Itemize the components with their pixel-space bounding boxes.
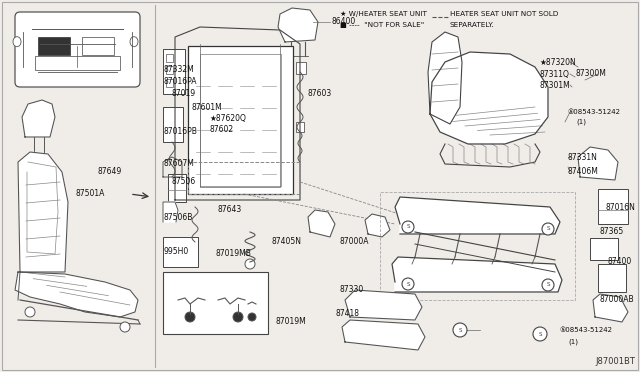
Polygon shape	[345, 290, 422, 320]
Text: ■ ----  "NOT FOR SALE": ■ ---- "NOT FOR SALE"	[340, 22, 424, 28]
Text: 87300M: 87300M	[575, 70, 606, 78]
Text: 87000A: 87000A	[340, 237, 369, 247]
Polygon shape	[278, 8, 318, 42]
Text: (1): (1)	[568, 339, 578, 345]
Text: 995H0: 995H0	[163, 247, 188, 257]
Circle shape	[542, 279, 554, 291]
Polygon shape	[308, 210, 335, 237]
Bar	[168, 174, 186, 202]
Text: 87506: 87506	[171, 177, 195, 186]
Bar	[163, 272, 268, 334]
Polygon shape	[342, 320, 425, 350]
Polygon shape	[18, 152, 68, 272]
Circle shape	[542, 223, 554, 235]
Text: 87331N: 87331N	[568, 153, 598, 161]
Bar	[166, 79, 173, 87]
Text: 87000AB: 87000AB	[600, 295, 635, 305]
Text: SEPARATELY.: SEPARATELY.	[450, 22, 495, 28]
Bar	[163, 237, 198, 267]
Circle shape	[25, 307, 35, 317]
Text: 87301M: 87301M	[540, 80, 571, 90]
Text: HEATER SEAT UNIT NOT SOLD: HEATER SEAT UNIT NOT SOLD	[450, 11, 558, 17]
Text: 87019: 87019	[172, 90, 196, 99]
Polygon shape	[15, 272, 138, 317]
Circle shape	[185, 312, 195, 322]
Text: ⑤08543-51242: ⑤08543-51242	[560, 327, 613, 333]
Polygon shape	[392, 257, 562, 292]
FancyBboxPatch shape	[15, 12, 140, 87]
Text: 87019MB: 87019MB	[215, 250, 251, 259]
Text: ⑤08543-51242: ⑤08543-51242	[568, 109, 621, 115]
Text: (1): (1)	[576, 119, 586, 125]
Polygon shape	[163, 202, 178, 222]
Text: 87601M: 87601M	[192, 103, 223, 112]
Text: 87405N: 87405N	[272, 237, 302, 247]
Circle shape	[120, 322, 130, 332]
Bar	[188, 46, 293, 194]
Bar	[296, 122, 304, 132]
Bar	[166, 66, 173, 74]
Bar	[82, 37, 114, 55]
Bar	[163, 49, 185, 94]
Text: S: S	[458, 327, 461, 333]
Bar	[35, 56, 120, 70]
Circle shape	[533, 327, 547, 341]
Text: 87400: 87400	[608, 257, 632, 266]
Text: ★ W/HEATER SEAT UNIT: ★ W/HEATER SEAT UNIT	[340, 11, 427, 17]
Text: 87016N: 87016N	[606, 202, 636, 212]
Bar	[598, 189, 628, 224]
Circle shape	[453, 323, 467, 337]
Text: 87016PB: 87016PB	[163, 128, 197, 137]
Bar	[38, 37, 70, 55]
Text: J87001BT: J87001BT	[595, 357, 635, 366]
Polygon shape	[395, 197, 560, 234]
Bar	[296, 62, 306, 74]
Text: 87643: 87643	[218, 205, 243, 214]
Text: 87365: 87365	[600, 228, 624, 237]
Text: S: S	[538, 331, 541, 337]
Text: 87019M: 87019M	[275, 317, 306, 327]
Polygon shape	[365, 214, 390, 237]
Circle shape	[233, 312, 243, 322]
Text: ★87320N: ★87320N	[540, 58, 577, 67]
Text: 87016PA: 87016PA	[163, 77, 196, 87]
Text: 86400: 86400	[331, 17, 355, 26]
Text: 87330: 87330	[340, 285, 364, 295]
Polygon shape	[593, 294, 628, 322]
Text: 87603: 87603	[307, 90, 332, 99]
Polygon shape	[430, 52, 548, 144]
Text: 87332M: 87332M	[163, 65, 194, 74]
Ellipse shape	[13, 37, 21, 47]
Text: S: S	[547, 227, 550, 231]
Text: 87406M: 87406M	[568, 167, 599, 176]
Text: S: S	[406, 224, 410, 230]
Text: ★87620Q: ★87620Q	[210, 115, 247, 124]
Text: S: S	[406, 282, 410, 286]
Text: S: S	[547, 282, 550, 288]
Circle shape	[248, 313, 256, 321]
Polygon shape	[428, 32, 462, 124]
Text: 87418: 87418	[335, 310, 359, 318]
Text: 87506B: 87506B	[163, 212, 193, 221]
Bar	[166, 54, 173, 62]
Text: 87501A: 87501A	[75, 189, 104, 199]
Text: 87311Q: 87311Q	[540, 70, 570, 78]
Circle shape	[245, 259, 255, 269]
Text: 87649: 87649	[98, 167, 122, 176]
Polygon shape	[578, 147, 618, 180]
Bar	[590, 238, 618, 260]
Polygon shape	[22, 100, 55, 137]
Circle shape	[402, 278, 414, 290]
Bar	[163, 107, 183, 142]
Circle shape	[402, 221, 414, 233]
Text: 87602: 87602	[210, 125, 234, 135]
Ellipse shape	[130, 37, 138, 47]
Text: 87607M: 87607M	[163, 160, 194, 169]
Bar	[598, 264, 626, 292]
